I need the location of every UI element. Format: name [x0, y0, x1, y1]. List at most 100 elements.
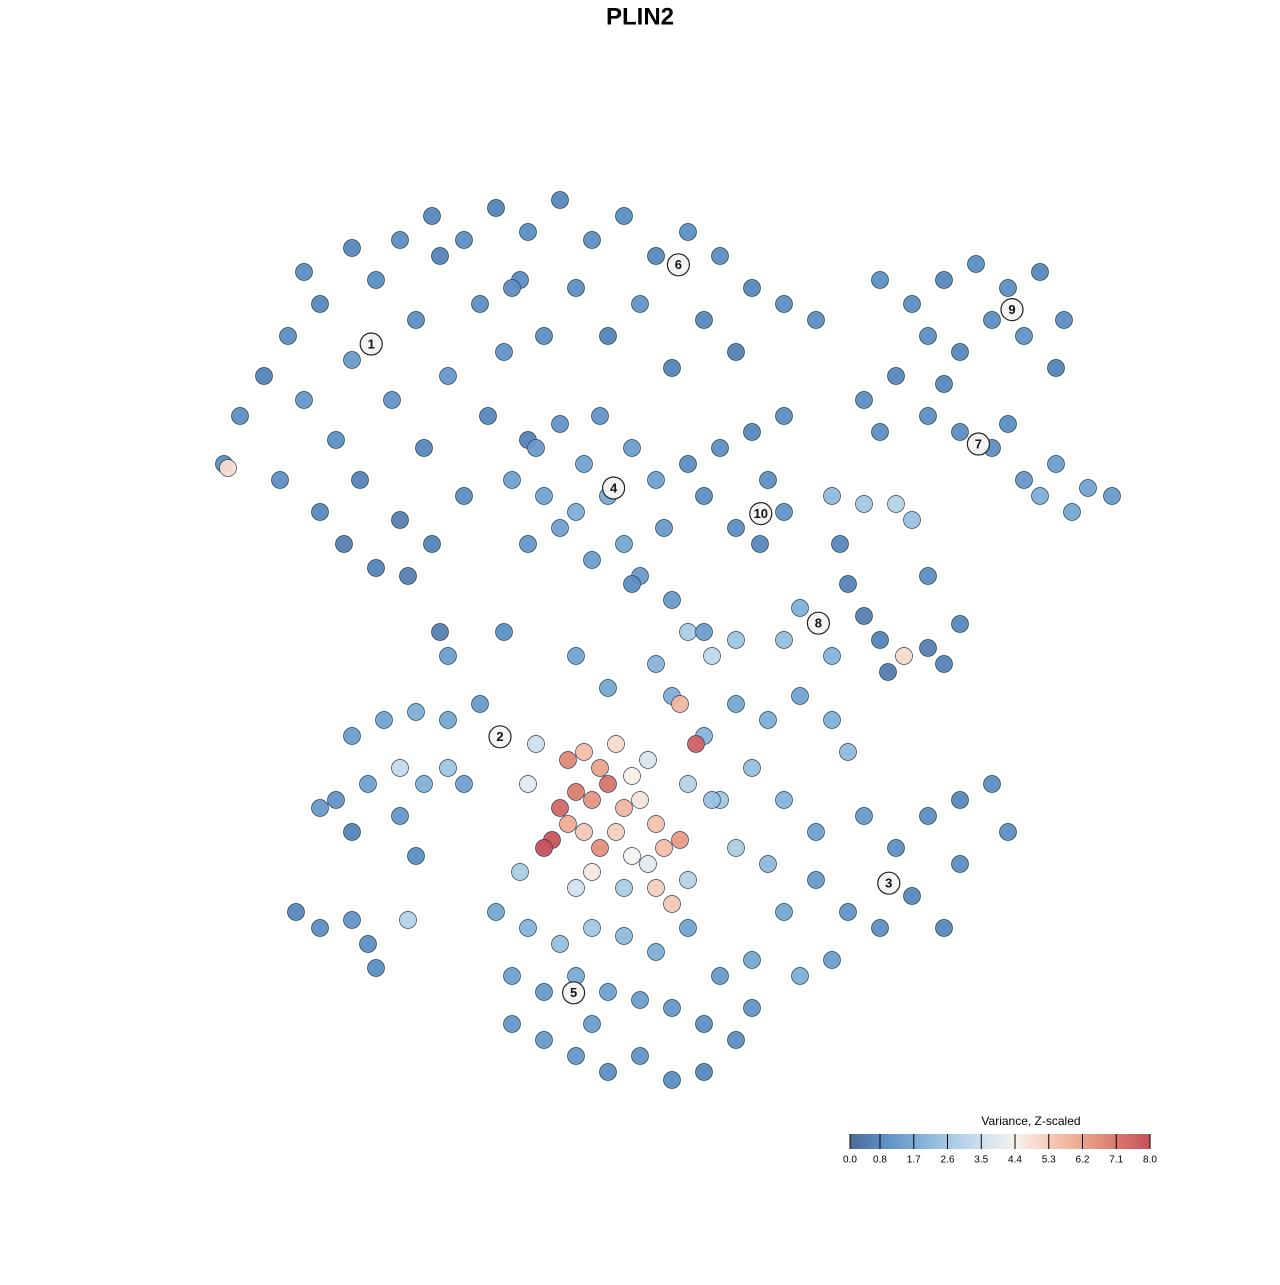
point — [351, 471, 369, 489]
point — [775, 407, 793, 425]
point — [663, 895, 681, 913]
point — [575, 743, 593, 761]
point — [535, 983, 553, 1001]
cluster-marker — [749, 501, 773, 526]
point — [727, 519, 745, 537]
point — [671, 695, 689, 713]
point — [359, 775, 377, 793]
point — [335, 535, 353, 553]
point — [823, 647, 841, 665]
colorbar-tick-label: 1.7 — [907, 1155, 921, 1166]
point — [823, 951, 841, 969]
point — [343, 727, 361, 745]
point — [655, 519, 673, 537]
point — [647, 655, 665, 673]
point — [951, 855, 969, 873]
point — [583, 231, 601, 249]
point — [919, 407, 937, 425]
point — [647, 879, 665, 897]
point — [575, 455, 593, 473]
point — [839, 575, 857, 593]
point — [759, 855, 777, 873]
point — [623, 767, 641, 785]
cluster-label: 6 — [675, 257, 682, 272]
point — [391, 231, 409, 249]
point — [487, 903, 505, 921]
point — [871, 271, 889, 289]
point — [535, 487, 553, 505]
point — [407, 311, 425, 329]
colorbar-tick-label: 8.0 — [1143, 1155, 1157, 1166]
cluster-label: 1 — [368, 336, 375, 351]
point — [759, 471, 777, 489]
point — [855, 495, 873, 513]
point — [623, 439, 641, 457]
point — [535, 327, 553, 345]
point — [695, 623, 713, 641]
point — [439, 647, 457, 665]
point — [951, 423, 969, 441]
point — [759, 711, 777, 729]
point — [503, 1015, 521, 1033]
point — [647, 247, 665, 265]
cluster-label: 5 — [570, 985, 577, 1000]
colorbar-tick-label: 6.2 — [1076, 1155, 1090, 1166]
point — [775, 791, 793, 809]
colorbar — [850, 1134, 1150, 1149]
point — [663, 1071, 681, 1089]
point — [999, 823, 1017, 841]
point — [855, 807, 873, 825]
legend-title: Variance, Z-scaled — [981, 1114, 1080, 1128]
point — [431, 623, 449, 641]
colorbar-tick-label: 4.4 — [1008, 1155, 1022, 1166]
point — [399, 567, 417, 585]
point — [919, 567, 937, 585]
cluster-label: 2 — [496, 729, 503, 744]
point — [567, 503, 585, 521]
point — [415, 775, 433, 793]
point — [1079, 479, 1097, 497]
point — [407, 847, 425, 865]
point — [887, 495, 905, 513]
point — [567, 783, 585, 801]
cluster-marker — [806, 611, 831, 635]
cluster-marker — [488, 725, 512, 749]
point — [887, 367, 905, 385]
point — [743, 999, 761, 1017]
point — [935, 271, 953, 289]
point — [631, 295, 649, 313]
point — [639, 855, 657, 873]
point — [807, 871, 825, 889]
legend: Variance, Z-scaled 0.0 0.8 1.7 2.6 3.5 4.4 5.3… — [843, 1114, 1157, 1165]
point — [519, 775, 537, 793]
point — [471, 695, 489, 713]
point — [727, 343, 745, 361]
point — [663, 999, 681, 1017]
point — [775, 631, 793, 649]
cluster-label: 10 — [754, 506, 768, 521]
point — [647, 815, 665, 833]
point — [695, 1063, 713, 1081]
point — [695, 311, 713, 329]
point — [871, 919, 889, 937]
point — [559, 751, 577, 769]
point — [551, 935, 569, 953]
point — [559, 815, 577, 833]
colorbar-tick-label: 3.5 — [974, 1155, 988, 1166]
point — [567, 279, 585, 297]
point — [423, 535, 441, 553]
point — [871, 631, 889, 649]
point — [839, 743, 857, 761]
point — [855, 391, 873, 409]
point — [775, 295, 793, 313]
point — [527, 735, 545, 753]
point — [663, 359, 681, 377]
point — [567, 1047, 585, 1065]
point — [751, 535, 769, 553]
point — [727, 1031, 745, 1049]
point — [919, 327, 937, 345]
point — [671, 831, 689, 849]
point — [527, 439, 545, 457]
point — [983, 311, 1001, 329]
